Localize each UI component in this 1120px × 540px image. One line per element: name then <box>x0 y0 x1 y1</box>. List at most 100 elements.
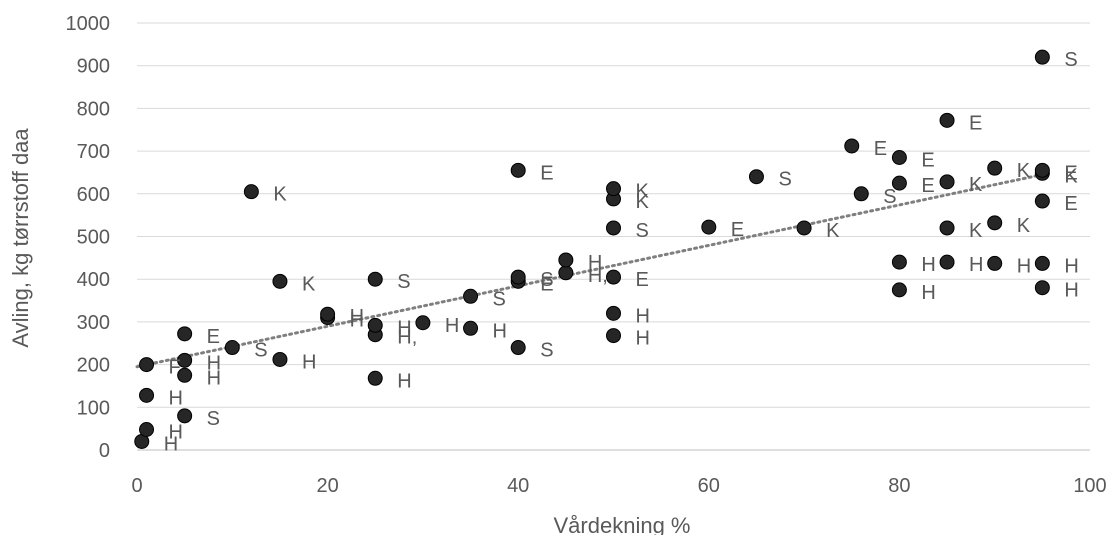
data-point-label: K <box>1017 215 1031 237</box>
data-point-label: H <box>397 370 411 392</box>
data-point-label: H <box>921 254 935 276</box>
data-point <box>606 181 621 197</box>
data-point <box>987 255 1003 271</box>
data-point <box>272 273 288 289</box>
data-point <box>987 215 1003 231</box>
data-point-label: H <box>397 317 411 339</box>
data-point-label: E <box>540 273 553 295</box>
data-point-label: S <box>636 220 649 242</box>
y-tick-label: 500 <box>77 227 110 249</box>
data-point <box>1034 162 1050 178</box>
data-point-label: H <box>636 328 650 350</box>
trendline <box>135 173 1044 369</box>
data-point <box>844 138 860 154</box>
data-point-label: E <box>1064 193 1077 215</box>
data-point-label: K <box>273 184 287 206</box>
data-point <box>177 352 193 368</box>
data-point <box>367 271 383 287</box>
data-point-label: S <box>540 269 553 291</box>
data-point-label: H <box>445 315 459 337</box>
data-point-label: K <box>1064 165 1078 187</box>
data-point-label: H, <box>588 265 608 287</box>
data-point <box>463 288 479 304</box>
data-point <box>558 265 574 281</box>
y-tick-label: 400 <box>77 269 110 291</box>
data-point-label: S <box>883 186 896 208</box>
data-point-label: H <box>169 387 183 409</box>
x-tick-label: 40 <box>507 475 529 497</box>
data-point-label: S <box>397 271 410 293</box>
data-point-label: H <box>588 252 602 274</box>
data-point-label: E <box>921 175 934 197</box>
y-tick-label: 200 <box>77 355 110 377</box>
y-tick-label: 800 <box>77 98 110 120</box>
data-point <box>177 367 193 383</box>
data-point <box>606 328 621 344</box>
data-point-label: K <box>969 220 983 242</box>
data-point <box>853 186 869 202</box>
y-tick-label: 700 <box>77 141 110 163</box>
data-point-label: S <box>207 408 220 430</box>
data-point <box>558 252 574 268</box>
data-point-label: H <box>636 305 650 327</box>
x-tick-label: 0 <box>131 475 142 497</box>
data-point <box>701 219 717 235</box>
data-point-label: H <box>169 422 183 444</box>
data-point-label: E <box>540 162 553 184</box>
data-point-label: K <box>636 191 650 213</box>
x-tick-label: 60 <box>698 475 720 497</box>
x-axis-title: Vårdekning % <box>554 513 691 535</box>
data-point <box>748 169 764 185</box>
data-point-label: E <box>921 150 934 172</box>
data-point <box>139 357 155 373</box>
data-point-label: E <box>1064 162 1077 184</box>
data-point-label: S <box>1064 49 1077 71</box>
data-point <box>606 269 621 285</box>
data-point <box>891 282 907 298</box>
data-point-label: H <box>1017 255 1031 277</box>
data-point <box>987 160 1003 176</box>
data-point-label: H <box>350 310 364 332</box>
y-tick-label: 900 <box>77 56 110 78</box>
tick-labels-layer: 0 100 200 300 400 500 600 700 800 900 1000 0 20 40 60 8… <box>66 13 1107 497</box>
data-point-label: K <box>826 220 840 242</box>
data-point-label: S <box>493 288 506 310</box>
data-point <box>367 370 383 386</box>
data-point-label: K <box>1017 160 1031 182</box>
data-point <box>510 340 526 356</box>
data-point <box>177 326 193 342</box>
data-point <box>510 269 526 285</box>
data-point <box>1034 49 1050 65</box>
data-point-label: H <box>1064 280 1078 302</box>
data-point-label: H <box>921 282 935 304</box>
data-point <box>891 175 907 191</box>
y-tick-label: 600 <box>77 184 110 206</box>
data-point <box>320 306 336 322</box>
data-point <box>415 315 431 331</box>
data-point-label: E <box>207 326 220 348</box>
data-point <box>796 220 812 236</box>
data-point-label: E <box>731 219 744 241</box>
data-point-label: H <box>493 320 507 342</box>
data-point-label: K <box>636 181 650 203</box>
data-point <box>139 422 155 438</box>
data-point-label: H <box>969 254 983 276</box>
data-point <box>891 150 907 166</box>
data-point-label: K <box>302 273 316 295</box>
data-point <box>510 162 526 178</box>
y-tick-label: 0 <box>99 440 110 462</box>
data-point-label: E <box>874 138 887 160</box>
data-point-label: S <box>254 340 267 362</box>
data-point <box>243 184 259 200</box>
data-point <box>1034 280 1050 296</box>
data-point-label: H <box>350 306 364 328</box>
grid-layer <box>137 22 1090 451</box>
data-point-label: H, <box>397 327 417 349</box>
y-tick-label: 100 <box>77 397 110 419</box>
x-tick-label: 20 <box>316 475 338 497</box>
data-point-label: E <box>969 112 982 134</box>
data-point <box>939 254 955 270</box>
data-point <box>463 320 479 336</box>
data-point-label: S <box>778 169 791 191</box>
